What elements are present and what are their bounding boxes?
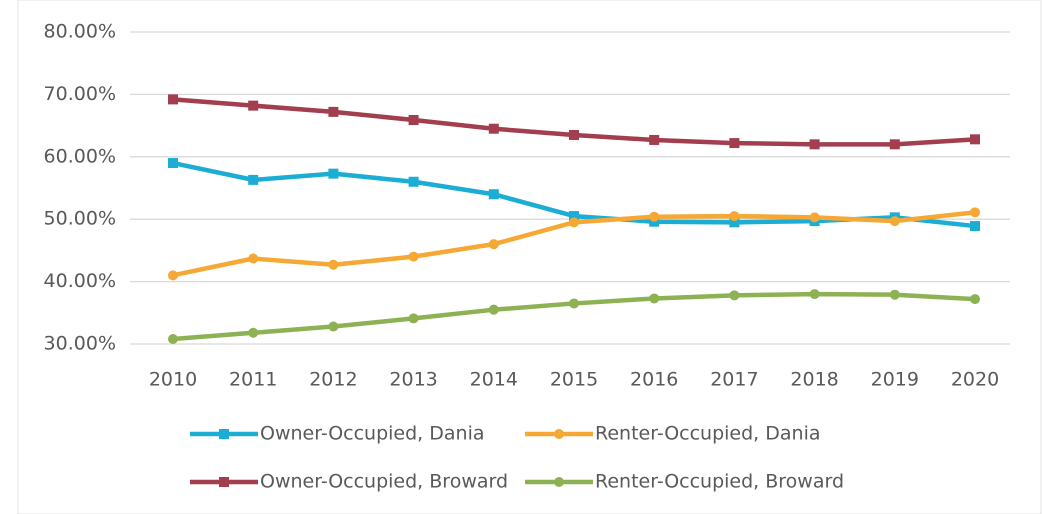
x-tick-label: 2011 [229, 369, 277, 391]
legend-label: Owner-Occupied, Dania [260, 423, 485, 445]
marker [168, 158, 178, 169]
marker [248, 253, 259, 264]
x-tick-label: 2010 [149, 369, 197, 391]
marker [729, 211, 740, 222]
marker [889, 216, 900, 227]
y-tick-label: 50.00% [44, 208, 116, 230]
legend-marker [219, 429, 229, 439]
marker [729, 138, 740, 149]
y-tick-label: 60.00% [44, 145, 116, 167]
legend-marker [554, 429, 564, 439]
marker [328, 106, 339, 117]
marker [889, 139, 900, 150]
marker [488, 189, 499, 200]
x-tick-label: 2019 [871, 369, 919, 391]
marker [889, 289, 900, 300]
x-tick-label: 2015 [550, 369, 598, 391]
x-tick-label: 2013 [389, 369, 437, 391]
marker [328, 321, 339, 332]
marker [248, 327, 259, 338]
x-tick-label: 2014 [470, 369, 518, 391]
marker [809, 289, 820, 300]
y-tick-label: 30.00% [44, 333, 116, 355]
marker [809, 139, 820, 150]
marker [328, 168, 339, 179]
marker [649, 211, 660, 222]
marker [729, 217, 740, 228]
marker [328, 259, 339, 270]
legend-label: Renter-Occupied, Broward [595, 471, 844, 493]
marker [569, 217, 579, 228]
legend-marker [554, 477, 564, 487]
marker [970, 134, 980, 145]
marker [488, 304, 499, 315]
marker [408, 114, 419, 125]
marker [408, 313, 419, 324]
x-tick-label: 2020 [951, 369, 999, 391]
x-tick-label: 2017 [710, 369, 758, 391]
marker [408, 251, 419, 262]
marker [408, 176, 419, 187]
marker [970, 221, 980, 232]
legend-label: Renter-Occupied, Dania [595, 423, 821, 445]
marker [729, 290, 740, 301]
legend-marker [219, 477, 229, 487]
marker [248, 100, 259, 111]
marker [569, 298, 579, 309]
marker [248, 174, 259, 185]
marker [649, 134, 660, 145]
marker [970, 294, 980, 305]
chart-frame [17, 0, 1042, 514]
marker [970, 207, 980, 218]
legend-label: Owner-Occupied, Broward [260, 471, 508, 493]
marker [488, 123, 499, 134]
y-tick-label: 70.00% [44, 83, 116, 105]
marker [809, 212, 820, 223]
marker [488, 239, 499, 250]
marker [168, 94, 178, 105]
x-tick-label: 2012 [309, 369, 357, 391]
y-tick-label: 80.00% [44, 21, 116, 43]
x-tick-label: 2016 [630, 369, 678, 391]
marker [649, 293, 660, 304]
marker [569, 129, 579, 140]
marker [168, 334, 178, 345]
marker [168, 270, 178, 281]
x-tick-label: 2018 [790, 369, 838, 391]
y-tick-label: 40.00% [44, 270, 116, 292]
marker [569, 211, 579, 222]
